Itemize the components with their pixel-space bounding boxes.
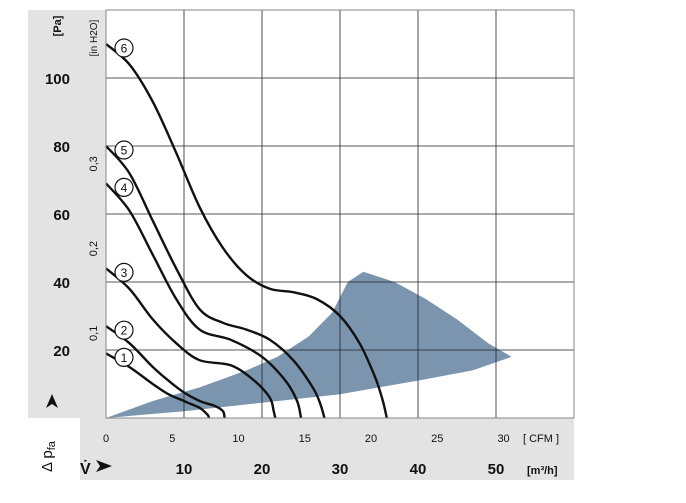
cfm-tick-label: 0 xyxy=(103,433,109,445)
curve-3 xyxy=(105,267,277,419)
cfm-tick-label: 10 xyxy=(232,433,244,445)
m3h-tick-label: 40 xyxy=(410,461,427,478)
pa-tick-label: 100 xyxy=(45,71,70,88)
m3h-tick-label: 50 xyxy=(488,461,505,478)
pa-unit-label: [Pa] xyxy=(52,15,64,36)
curve-label-circle xyxy=(114,347,134,367)
curve-5 xyxy=(105,145,326,419)
m3h-tick-label: 20 xyxy=(254,461,271,478)
curve-label-circle xyxy=(114,38,134,58)
grid-lines xyxy=(106,10,574,418)
curve-label-text: 1 xyxy=(121,351,128,365)
operating-area xyxy=(106,271,512,418)
curve-label-1: 1 xyxy=(114,347,134,367)
plot-frame xyxy=(105,9,575,419)
pa-tick-label: 20 xyxy=(53,343,70,360)
curve-label-5: 5 xyxy=(114,140,134,160)
curve-label-circle xyxy=(114,177,134,197)
curve-label-circle xyxy=(114,262,134,282)
inh2o-unit-label: [in H2O] xyxy=(89,19,100,56)
m3h-tick-label: 10 xyxy=(176,461,193,478)
curve-label-circle xyxy=(114,320,134,340)
pa-tick-label: 80 xyxy=(53,139,70,156)
pa-tick-label: 40 xyxy=(53,275,70,292)
x-axis-label: V̇ xyxy=(80,460,91,478)
performance-curves xyxy=(105,43,388,419)
curve-2 xyxy=(105,325,226,419)
cfm-tick-label: 25 xyxy=(431,433,443,445)
cfm-unit-label: [ CFM ] xyxy=(523,433,559,445)
curve-label-4: 4 xyxy=(114,177,134,197)
y-axis-label-subscript: fa xyxy=(46,440,58,450)
curve-label-6: 6 xyxy=(114,38,134,58)
y-axis-label-main: Δ p xyxy=(39,450,56,472)
curve-label-text: 6 xyxy=(121,42,128,56)
curve-label-text: 2 xyxy=(121,324,128,338)
cfm-tick-label: 15 xyxy=(299,433,311,445)
cfm-tick-label: 20 xyxy=(365,433,377,445)
axis-panel-bottom xyxy=(80,418,574,480)
cfm-tick-label: 5 xyxy=(169,433,175,445)
curve-6 xyxy=(105,43,388,419)
curve-label-text: 4 xyxy=(121,181,128,195)
m3h-unit-label: [m³/h] xyxy=(527,465,558,477)
curve-label-2: 2 xyxy=(114,320,134,340)
axis-panel-left xyxy=(28,10,106,418)
curve-4 xyxy=(105,182,303,419)
curve-label-text: 3 xyxy=(121,266,128,280)
curve-1 xyxy=(105,352,211,419)
cfm-tick-label: 30 xyxy=(497,433,509,445)
inh2o-tick-label: 0,1 xyxy=(88,326,100,341)
y-axis-label: Δ pfa xyxy=(39,440,58,472)
x-axis-arrow xyxy=(96,460,112,472)
curve-label-text: 5 xyxy=(121,144,128,158)
pa-tick-label: 60 xyxy=(53,207,70,224)
inh2o-tick-label: 0,3 xyxy=(88,156,100,171)
y-axis-arrow xyxy=(46,394,58,408)
curve-label-circle xyxy=(114,140,134,160)
m3h-tick-label: 30 xyxy=(332,461,349,478)
inh2o-tick-label: 0,2 xyxy=(88,241,100,256)
curve-label-3: 3 xyxy=(114,262,134,282)
curve-labels: 1 2 3 4 5 6 xyxy=(114,38,134,367)
